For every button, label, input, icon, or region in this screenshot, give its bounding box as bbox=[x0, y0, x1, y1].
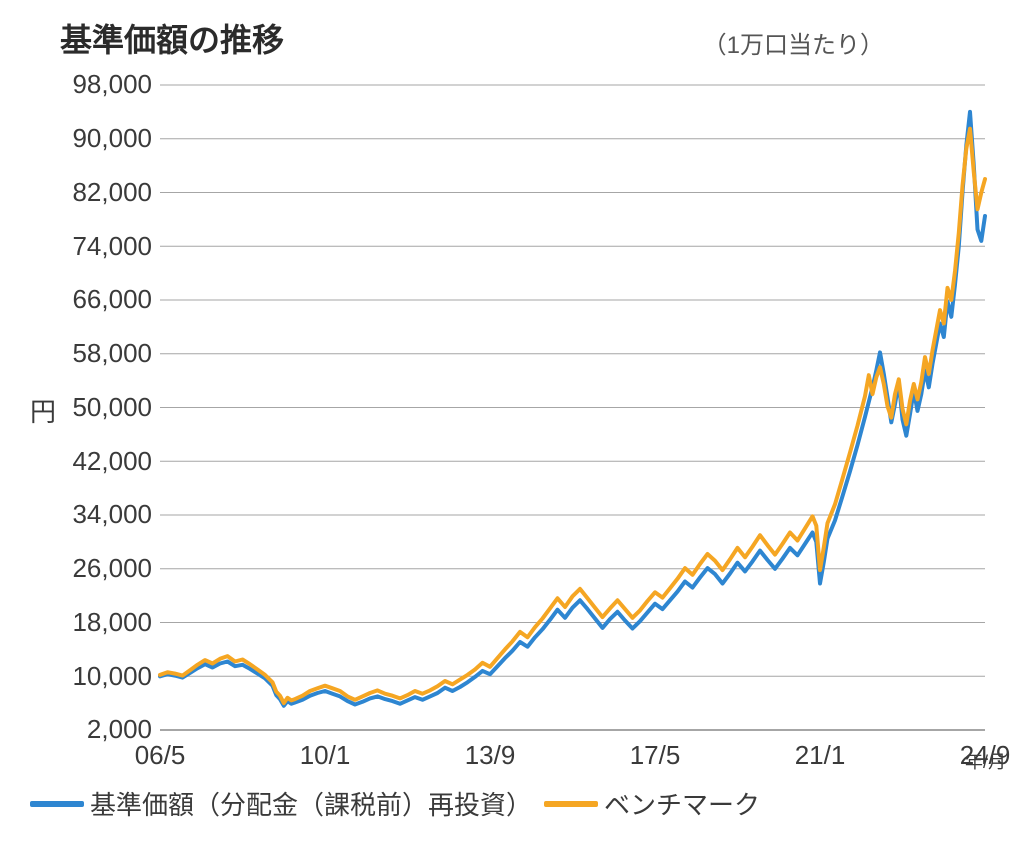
y-tick-label: 98,000 bbox=[72, 69, 152, 100]
x-tick-label: 10/1 bbox=[300, 740, 351, 771]
chart-legend: 基準価額（分配金（課税前）再投資） ベンチマーク bbox=[30, 785, 760, 822]
legend-label: ベンチマーク bbox=[604, 785, 760, 822]
y-tick-label: 66,000 bbox=[72, 284, 152, 315]
y-tick-label: 34,000 bbox=[72, 499, 152, 530]
x-tick-label: 21/1 bbox=[795, 740, 846, 771]
legend-item: 基準価額（分配金（課税前）再投資） bbox=[30, 785, 532, 822]
y-axis-unit: 円 bbox=[30, 392, 56, 429]
x-tick-label: 17/5 bbox=[630, 740, 681, 771]
y-tick-label: 90,000 bbox=[72, 123, 152, 154]
y-tick-label: 10,000 bbox=[72, 661, 152, 692]
price-trend-chart: 基準価額の推移 （1万口当たり） 円 年/月 基準価額（分配金（課税前）再投資）… bbox=[0, 0, 1024, 853]
chart-title: 基準価額の推移 bbox=[60, 15, 284, 61]
x-tick-label: 13/9 bbox=[465, 740, 516, 771]
legend-label: 基準価額（分配金（課税前）再投資） bbox=[90, 785, 532, 822]
x-tick-label: 06/5 bbox=[135, 740, 186, 771]
plot-area bbox=[160, 85, 985, 730]
y-tick-label: 82,000 bbox=[72, 177, 152, 208]
y-tick-label: 50,000 bbox=[72, 392, 152, 423]
x-tick-label: 24/9 bbox=[960, 740, 1011, 771]
y-tick-label: 18,000 bbox=[72, 607, 152, 638]
legend-swatch bbox=[544, 801, 598, 807]
legend-swatch bbox=[30, 801, 84, 807]
y-tick-label: 58,000 bbox=[72, 338, 152, 369]
chart-subtitle: （1万口当たり） bbox=[703, 25, 884, 60]
y-tick-label: 74,000 bbox=[72, 231, 152, 262]
y-tick-label: 26,000 bbox=[72, 553, 152, 584]
legend-item: ベンチマーク bbox=[544, 785, 760, 822]
y-tick-label: 42,000 bbox=[72, 446, 152, 477]
